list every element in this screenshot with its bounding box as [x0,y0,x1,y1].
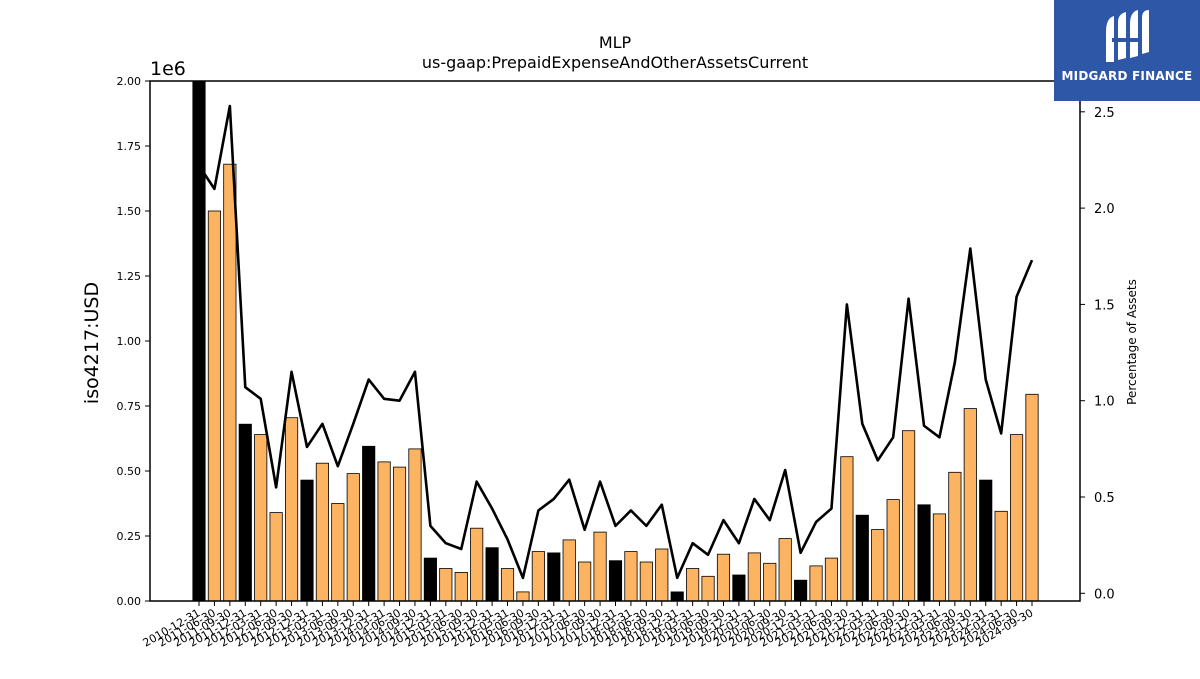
y-tick-label: 0.25 [117,530,142,543]
bar-2021-12-31 [855,514,869,602]
bar-2016-06-30 [516,591,530,602]
bar-2010-12-31 [192,80,206,602]
y-axis-label: iso4217:USD [81,282,103,404]
bar-2022-12-31 [917,504,931,602]
bar-2022-03-31 [871,529,885,602]
ticks-layer: 0.00 0.25 0.50 0.75 1.00 1.25 1.50 1.75 2.00 0.0 0… [117,75,1115,650]
bar-2015-03-31 [439,568,453,602]
bar-2024-06-30 [1010,434,1024,602]
bar-2016-09-30 [531,551,545,602]
bar-2020-06-30 [763,562,777,602]
bar-2013-06-30 [331,503,345,602]
y-right-tick-label: 2.0 [1094,202,1115,217]
bar-2012-09-30 [284,417,299,602]
y-axis-right-label: Percentage of Assets [1125,279,1139,405]
bar-2023-03-31 [932,513,947,602]
bar-2020-12-31 [794,579,808,602]
y-right-tick-label: 0.5 [1094,491,1115,506]
plot-frame [149,80,1081,602]
bar-2013-03-31 [315,462,329,602]
y-tick-label: 1.75 [117,140,142,153]
bar-2021-09-30 [840,456,854,602]
brand-logo: MIDGARD FINANCE [1054,0,1200,101]
bar-2012-03-31 [254,434,268,602]
percent-of-assets-line [197,104,1034,580]
y-right-tick-label: 1.5 [1094,298,1115,313]
bar-2014-09-30 [408,448,422,602]
y-tick-label: 1.50 [117,205,142,218]
bar-2020-09-30 [778,538,792,602]
bar-2016-12-31 [547,552,561,602]
bar-2019-09-30 [716,553,731,602]
bar-2022-06-30 [886,499,900,602]
bar-2014-03-31 [377,461,391,602]
bar-2024-03-31 [994,510,1008,602]
bar-2014-12-31 [423,557,437,602]
bar-2014-06-30 [392,466,407,602]
bar-2021-03-31 [809,565,823,602]
bar-2017-12-31 [608,560,623,602]
bar-2018-06-30 [639,561,653,602]
bar-2013-12-31 [362,445,376,602]
bar-2023-06-30 [948,471,962,602]
bar-2013-09-30 [346,473,360,602]
bar-2017-03-31 [562,539,576,602]
bar-2023-12-31 [979,479,993,602]
y-right-tick-label: 1.0 [1094,395,1115,410]
line-layer [197,104,1034,580]
y-scale-label: 1e6 [150,58,186,80]
logo-mark-icon [1106,10,1149,62]
bar-2015-06-30 [454,572,468,602]
bar-2022-09-30 [902,430,916,602]
bar-2019-12-31 [732,574,746,602]
bar-2024-09-30 [1025,393,1039,602]
bar-2015-12-31 [485,547,499,602]
bar-2011-06-30 [207,210,221,602]
bar-2018-03-31 [624,551,638,602]
bar-2012-06-30 [269,512,283,602]
bar-2023-09-30 [963,408,977,602]
y-right-tick-label: 2.5 [1094,106,1115,121]
bar-2016-03-31 [500,568,515,602]
chart-title: MLP [599,33,632,52]
bar-2018-12-31 [670,591,684,602]
bar-2019-06-30 [701,575,715,602]
y-tick-label: 2.00 [117,75,142,88]
bar-2017-09-30 [593,531,607,602]
bar-2018-09-30 [655,548,669,602]
bar-2015-09-30 [470,527,484,602]
bar-2021-06-30 [824,557,839,602]
bar-2011-12-31 [238,423,252,602]
bar-2020-03-31 [747,552,761,602]
y-tick-label: 1.25 [117,270,142,283]
y-right-tick-label: 0.0 [1094,587,1115,602]
bar-2019-03-31 [686,568,700,602]
bar-2012-12-31 [300,479,314,602]
y-tick-label: 1.00 [117,335,142,348]
bar-2011-09-30 [223,163,237,602]
y-tick-label: 0.75 [117,400,142,413]
y-tick-label: 0.50 [117,465,142,478]
logo-text: MIDGARD FINANCE [1061,69,1193,83]
y-tick-label: 0.00 [117,595,142,608]
chart-subtitle: us-gaap:PrepaidExpenseAndOtherAssetsCurr… [422,53,808,72]
bars-layer [192,80,1039,602]
bar-2017-06-30 [578,561,592,602]
